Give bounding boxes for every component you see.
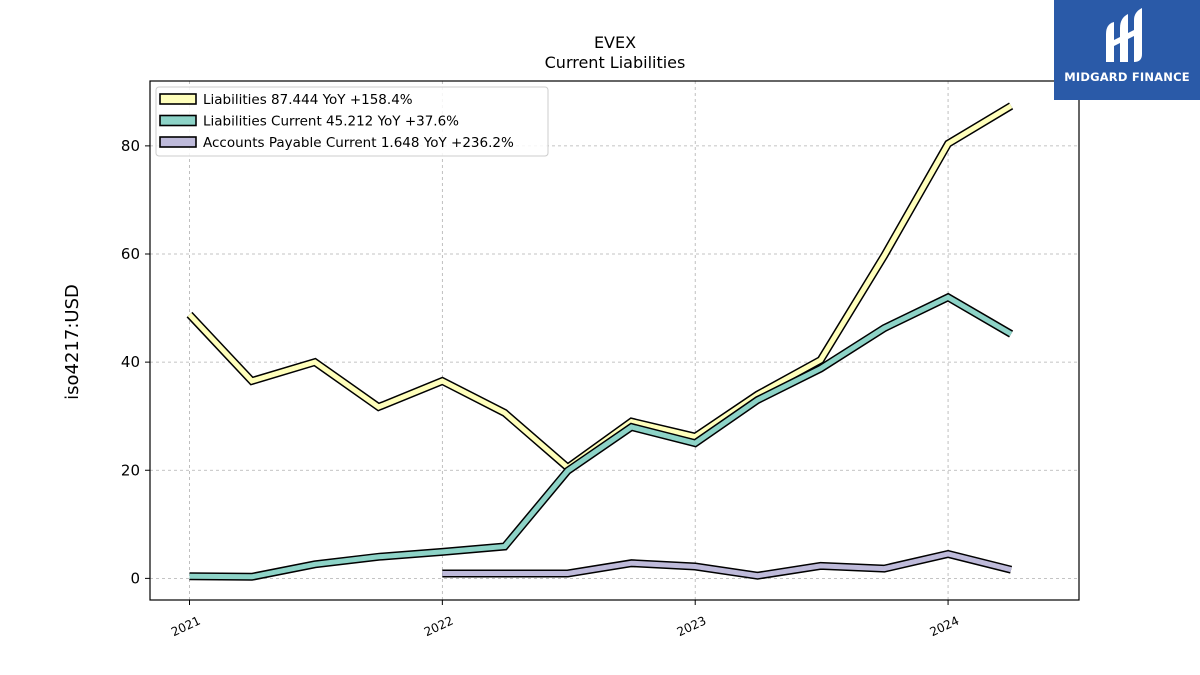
chart-title: EVEX <box>594 33 636 52</box>
y-tick-label: 40 <box>121 353 140 371</box>
midgard-finance-logo: MIDGARD FINANCE <box>1054 0 1200 100</box>
legend-swatch <box>159 114 197 127</box>
y-axis: 0 20 40 60 80 <box>121 137 150 587</box>
legend-box <box>155 86 549 157</box>
y-axis-label: iso4217:USD <box>62 284 83 400</box>
y-tick-label: 0 <box>130 569 140 587</box>
grid-lines <box>150 81 1079 600</box>
series-liabilities-current <box>189 292 1014 581</box>
series-lines <box>186 102 1014 581</box>
series-line <box>189 294 1013 580</box>
y-tick-label: 60 <box>121 245 140 263</box>
legend-entry: Accounts Payable Current 1.648 YoY +236.… <box>203 135 514 151</box>
x-tick-label: 2023 <box>675 614 709 640</box>
x-tick-label: 2024 <box>928 614 962 640</box>
y-tick-label: 20 <box>121 461 140 479</box>
series-line-outline <box>189 292 1014 581</box>
midgard-logo-icon <box>1106 8 1142 62</box>
legend-entry: Liabilities Current 45.212 YoY +37.6% <box>203 114 459 130</box>
series-liabilities <box>186 102 1014 473</box>
x-tick-label: 2022 <box>422 614 456 640</box>
x-axis: 2021 2022 2023 2024 <box>169 600 961 639</box>
legend: Liabilities 87.444 YoY +158.4% Liabilitie… <box>155 86 549 157</box>
series-line <box>442 551 1012 579</box>
legend-swatch <box>159 93 197 105</box>
series-accounts-payable-current <box>442 549 1013 580</box>
plot-frame <box>149 80 1080 601</box>
series-line <box>187 103 1013 471</box>
x-tick-label: 2021 <box>169 614 203 640</box>
legend-entry: Liabilities 87.444 YoY +158.4% <box>203 92 413 108</box>
legend-swatch <box>159 136 197 148</box>
series-line-outline <box>186 102 1014 473</box>
brand-name: MIDGARD FINANCE <box>1064 70 1190 84</box>
chart-subtitle: Current Liabilities <box>545 53 686 72</box>
y-tick-label: 80 <box>121 137 140 155</box>
